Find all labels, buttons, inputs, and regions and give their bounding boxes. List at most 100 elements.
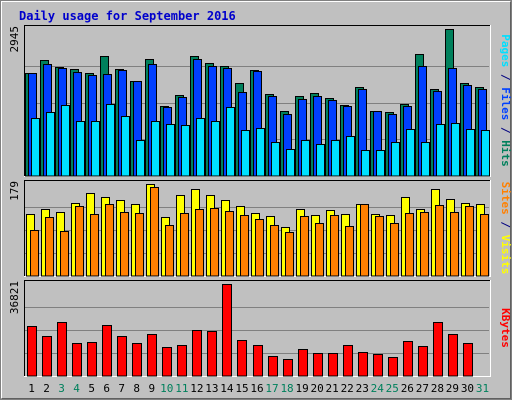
legend-part: Visits — [499, 235, 512, 275]
legend-part: Pages — [499, 34, 512, 67]
legend-part: Sites — [499, 182, 512, 215]
bar-pages-day-7 — [121, 116, 130, 177]
bar-sites-day-10 — [165, 225, 174, 277]
x-tick-label: 7 — [118, 382, 125, 395]
x-tick-label: 24 — [371, 382, 385, 395]
bar-kbytes-day-9 — [147, 334, 157, 377]
bar-kbytes-day-28 — [433, 322, 443, 377]
x-tick-label: 10 — [160, 382, 173, 395]
bar-sites-day-27 — [420, 212, 429, 277]
bar-pages-day-4 — [76, 121, 85, 177]
bar-pages-day-14 — [226, 107, 235, 177]
x-tick-label: 6 — [103, 382, 110, 395]
bar-kbytes-day-23 — [358, 352, 368, 377]
bar-sites-day-12 — [195, 209, 204, 277]
bar-sites-day-29 — [450, 212, 459, 277]
x-tick-label: 23 — [356, 382, 369, 395]
bar-kbytes-day-2 — [42, 336, 52, 377]
bar-kbytes-day-12 — [192, 330, 202, 377]
bar-kbytes-day-5 — [87, 342, 97, 377]
x-tick-label: 31 — [476, 382, 489, 395]
legend-part: KBytes — [499, 308, 512, 348]
bar-sites-day-28 — [435, 205, 444, 277]
bar-kbytes-day-13 — [207, 331, 217, 377]
bar-pages-day-10 — [166, 124, 175, 177]
bar-sites-day-18 — [285, 232, 294, 277]
bar-pages-day-19 — [301, 140, 310, 177]
bar-pages-day-5 — [91, 121, 100, 177]
bar-sites-day-3 — [60, 231, 69, 277]
x-tick-label: 9 — [148, 382, 155, 395]
bar-sites-day-5 — [90, 214, 99, 277]
panel-edge-dark — [24, 180, 490, 276]
bar-kbytes-day-4 — [72, 343, 82, 377]
bar-sites-day-7 — [120, 212, 129, 277]
bar-sites-day-31 — [480, 214, 489, 277]
bar-kbytes-day-26 — [403, 341, 413, 377]
x-tick-label: 20 — [311, 382, 324, 395]
bar-kbytes-day-10 — [162, 347, 172, 377]
bar-pages-day-13 — [211, 121, 220, 177]
bar-kbytes-day-19 — [298, 349, 308, 377]
bar-pages-day-11 — [181, 125, 190, 177]
x-tick-label: 13 — [205, 382, 218, 395]
legend-visits-sites: Sites / Visits — [499, 182, 512, 275]
bar-pages-day-25 — [391, 142, 400, 177]
bar-pages-day-22 — [346, 136, 355, 177]
x-tick-label: 22 — [341, 382, 354, 395]
legend-part: / — [499, 67, 512, 87]
bar-kbytes-day-8 — [132, 343, 142, 377]
bar-kbytes-day-21 — [328, 353, 338, 377]
panel-edge-dark — [24, 280, 490, 376]
legend-part: Hits — [499, 140, 512, 167]
bar-pages-day-2 — [46, 112, 55, 177]
x-tick-label: 5 — [88, 382, 95, 395]
bar-pages-day-16 — [256, 128, 265, 177]
y-max-label: 179 — [8, 181, 21, 201]
bar-pages-day-15 — [241, 130, 250, 177]
legend-kbytes: KBytes — [499, 308, 512, 348]
bar-pages-day-29 — [451, 123, 460, 177]
bar-sites-day-21 — [330, 215, 339, 277]
bar-pages-day-28 — [436, 124, 445, 177]
bar-kbytes-day-27 — [418, 346, 428, 377]
bar-sites-day-22 — [345, 226, 354, 277]
bar-kbytes-day-15 — [237, 340, 247, 377]
legend-part: Files — [499, 87, 512, 120]
x-tick-label: 19 — [295, 382, 308, 395]
x-tick-label: 30 — [461, 382, 474, 395]
bar-pages-day-9 — [151, 121, 160, 177]
x-tick-label: 29 — [446, 382, 459, 395]
x-tick-label: 12 — [190, 382, 203, 395]
bar-sites-day-24 — [375, 216, 384, 277]
legend-pages-files-hits: Pages / Files / Hits — [499, 34, 512, 167]
bar-kbytes-day-11 — [177, 345, 187, 377]
x-tick-label: 26 — [401, 382, 414, 395]
bar-sites-day-26 — [405, 213, 414, 277]
bar-pages-day-26 — [406, 129, 415, 177]
bar-sites-day-1 — [30, 230, 39, 277]
bar-kbytes-day-1 — [27, 326, 37, 377]
bar-kbytes-day-17 — [268, 356, 278, 377]
x-tick-label: 27 — [416, 382, 429, 395]
bar-sites-day-9 — [150, 187, 159, 277]
bar-sites-day-4 — [75, 206, 84, 277]
x-tick-label: 15 — [235, 382, 248, 395]
bar-pages-day-3 — [61, 105, 70, 177]
bar-kbytes-day-3 — [57, 322, 67, 377]
bar-pages-day-18 — [286, 149, 295, 177]
bar-kbytes-day-7 — [117, 336, 127, 377]
x-tick-label: 17 — [265, 382, 278, 395]
bar-pages-day-20 — [316, 144, 325, 177]
bar-kbytes-day-16 — [253, 345, 263, 377]
bar-pages-day-31 — [481, 130, 490, 177]
chart-title: Daily usage for September 2016 — [19, 9, 236, 23]
bar-sites-day-25 — [390, 223, 399, 277]
x-tick-label: 8 — [133, 382, 140, 395]
x-tick-label: 16 — [250, 382, 263, 395]
bar-kbytes-day-6 — [102, 325, 112, 377]
legend-part: / — [499, 215, 512, 235]
x-tick-label: 1 — [28, 382, 35, 395]
